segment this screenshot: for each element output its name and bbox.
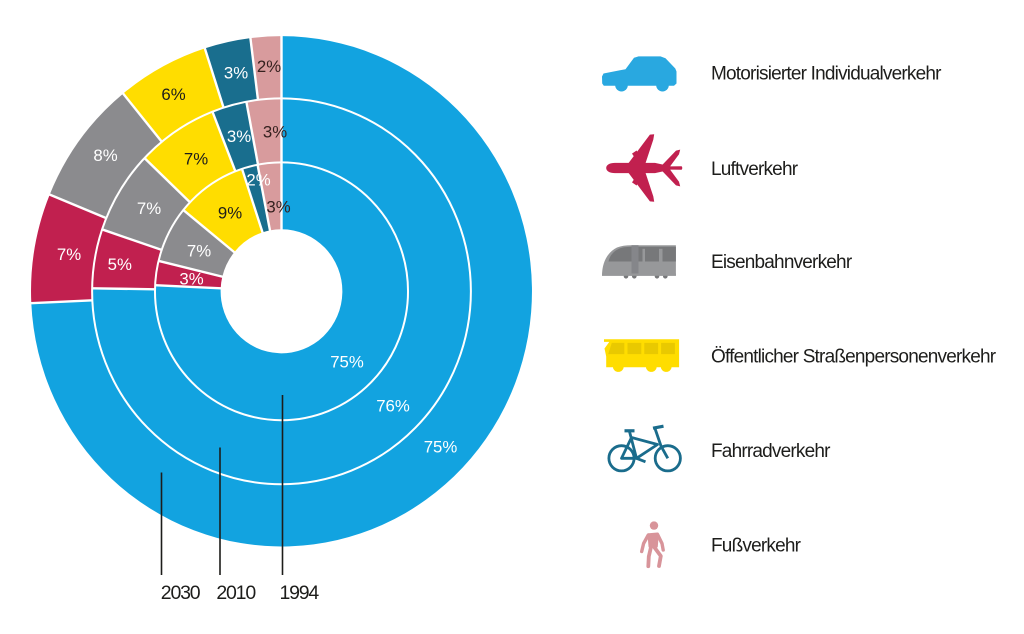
svg-text:7%: 7% xyxy=(184,150,208,169)
svg-text:75%: 75% xyxy=(424,438,458,457)
svg-text:Fahrradverkehr: Fahrradverkehr xyxy=(711,441,831,462)
svg-text:3%: 3% xyxy=(266,198,290,217)
svg-text:7%: 7% xyxy=(187,242,211,261)
svg-text:9%: 9% xyxy=(218,204,242,223)
svg-text:76%: 76% xyxy=(376,397,410,416)
svg-text:7%: 7% xyxy=(57,245,81,264)
svg-text:3%: 3% xyxy=(224,64,248,83)
svg-text:5%: 5% xyxy=(108,255,132,274)
svg-text:Fußverkehr: Fußverkehr xyxy=(711,535,802,556)
svg-text:6%: 6% xyxy=(161,85,185,104)
svg-text:3%: 3% xyxy=(227,127,251,146)
svg-text:8%: 8% xyxy=(93,146,117,165)
svg-text:Eisenbahnverkehr: Eisenbahnverkehr xyxy=(711,252,853,273)
svg-text:2030: 2030 xyxy=(161,582,201,604)
svg-text:75%: 75% xyxy=(330,353,364,372)
svg-text:Öffentlicher Straßenpersonenve: Öffentlicher Straßenpersonenverkehr xyxy=(711,346,997,367)
svg-text:Motorisierter Individualverkeh: Motorisierter Individualverkehr xyxy=(711,64,942,85)
svg-text:Luftverkehr: Luftverkehr xyxy=(711,159,799,180)
svg-text:1994: 1994 xyxy=(280,582,320,604)
svg-text:2010: 2010 xyxy=(216,582,256,604)
svg-text:2%: 2% xyxy=(246,171,270,190)
svg-text:3%: 3% xyxy=(263,123,287,142)
svg-text:3%: 3% xyxy=(179,270,203,289)
svg-text:7%: 7% xyxy=(137,199,161,218)
svg-text:2%: 2% xyxy=(257,57,281,76)
